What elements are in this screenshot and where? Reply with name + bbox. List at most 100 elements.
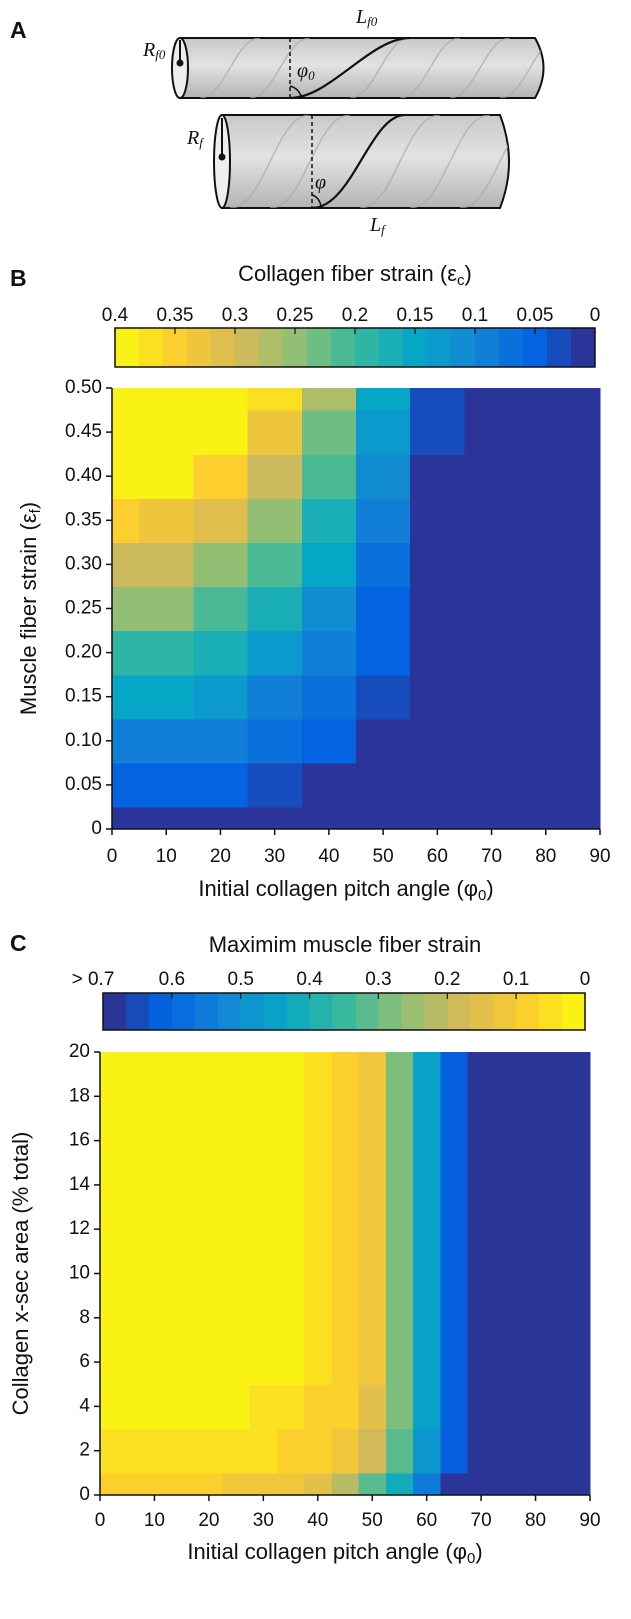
heat-cell [494,1052,523,1075]
heat-cell [301,762,357,808]
heat-cell [139,542,194,588]
heat-cell [247,454,303,499]
y-tick-label: 14 [69,1174,91,1195]
heat-cell [195,1472,224,1496]
y-tick-label: 12 [69,1218,90,1239]
colorbar-band [516,993,540,1030]
heat-cell [331,1207,360,1252]
heat-cell [301,542,357,588]
heat-cell [249,1162,278,1208]
heat-cell [112,410,140,455]
heat-cell [112,388,140,411]
heat-cell [304,1295,332,1341]
heat-cell [440,1339,469,1385]
colorbar-band [355,328,380,367]
heat-cell [410,630,466,676]
length-label: Lf0 [355,6,378,29]
heat-cell [467,1074,496,1120]
heat-cell [195,1251,224,1297]
heat-cell [195,1207,224,1252]
heat-cell [112,542,140,588]
colorbar-band [523,328,548,367]
heat-cell [112,630,140,676]
heat-cell [413,1207,441,1252]
heat-cell [521,1428,550,1474]
x-tick-label: 10 [144,1510,165,1531]
heat-cell [572,498,601,543]
heat-cell [112,806,140,830]
heat-cell [222,1118,251,1164]
heat-cell [467,1339,496,1385]
heat-cell [467,1384,496,1430]
heat-cell [222,1339,251,1385]
y-tick-label: 0.25 [65,598,102,619]
colorbar-tick-label: 0.25 [277,305,314,326]
radius-label: Rf0 [142,39,166,62]
heat-cell [464,542,520,588]
heat-cell [193,410,249,455]
heat-cell [276,1295,305,1341]
heat-cell [518,718,574,764]
heat-cell [464,630,520,676]
heat-cell [385,1339,414,1385]
heat-cell [356,542,411,588]
length-label: Lf [369,214,387,237]
heat-cell [193,542,249,588]
heat-cell [276,1472,305,1496]
heat-cell [301,454,357,499]
colorbar-band [332,993,356,1030]
heat-cell [247,586,303,632]
colorbar-band [217,993,242,1030]
heat-cell [249,1251,278,1297]
heat-cell [385,1251,414,1297]
heat-cell [140,1207,169,1252]
label-subscript: f0 [155,47,166,62]
heat-cell [168,1295,196,1341]
colorbar-tick-label: 0.35 [157,305,194,326]
heat-cell [440,1251,469,1297]
heat-cell [410,410,466,455]
heat-cell [413,1074,441,1120]
heat-cell [301,498,357,543]
heat-cell [304,1251,332,1297]
heat-cell [358,1251,387,1297]
heat-cell [413,1162,441,1208]
colorbar-band [211,328,236,367]
heat-cell [222,1074,251,1120]
heat-cell [518,674,574,720]
heat-cell [467,1428,496,1474]
heat-cell [518,806,574,830]
heat-cell [139,674,194,720]
heat-cell [576,1074,591,1120]
colorbar-band [499,328,524,367]
heat-cell [112,586,140,632]
heat-cell [464,388,520,411]
heat-cell [358,1052,387,1075]
heat-cell [222,1052,251,1075]
heat-cell [112,762,140,808]
y-tick-label: 0 [79,1484,90,1505]
heat-cell [494,1162,523,1208]
heat-cell [112,454,140,499]
heat-cell [168,1162,196,1208]
heat-cell [193,586,249,632]
heat-cell [140,1384,169,1430]
heat-cell [113,1339,142,1385]
heat-cell [413,1384,441,1430]
x-tick-label: 90 [579,1510,600,1531]
heat-cell [356,586,411,632]
label-part: Muscle fiber strain (ε [16,513,41,715]
colorbar-band [427,328,452,367]
heat-cell [440,1207,469,1252]
heat-cell [521,1118,550,1164]
heat-cell [193,454,249,499]
heat-cell [168,1339,196,1385]
y-tick-label: 16 [69,1130,90,1151]
heat-cell [112,498,140,543]
heat-cell [140,1162,169,1208]
colorbar-band [379,328,404,367]
colorbar-band [194,993,219,1030]
heat-cell [494,1384,523,1430]
heat-cell [518,410,574,455]
heat-cell [440,1162,469,1208]
